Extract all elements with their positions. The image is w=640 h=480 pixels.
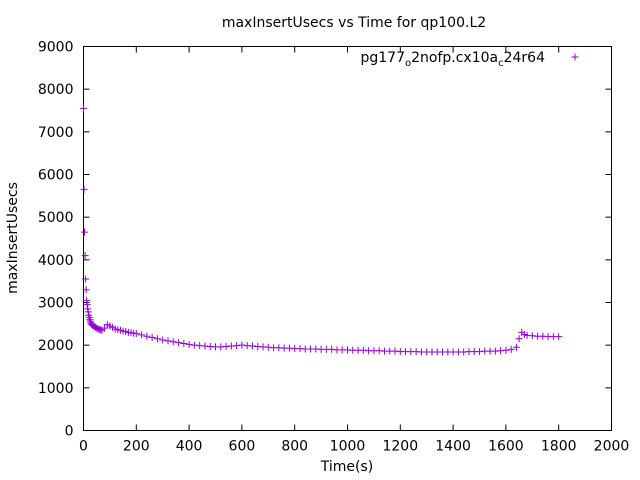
- data-point: [132, 330, 140, 338]
- data-point: [138, 331, 146, 339]
- data-point: [83, 301, 91, 309]
- data-point: [86, 317, 94, 325]
- data-point: [80, 104, 87, 112]
- data-point: [84, 305, 92, 313]
- plot-frame: [83, 46, 612, 431]
- legend-label-part-3: 24r64: [504, 50, 545, 66]
- x-tick-label: 200: [123, 439, 150, 455]
- legend-label-part-1: pg177: [360, 50, 405, 66]
- x-tick-label: 1600: [488, 439, 524, 455]
- data-point: [555, 333, 563, 341]
- x-tick-label: 1000: [330, 439, 366, 455]
- data-point: [143, 332, 151, 340]
- data-point: [82, 275, 90, 283]
- x-tick-label: 400: [176, 439, 203, 455]
- data-point: [159, 336, 167, 344]
- data-point: [180, 339, 188, 347]
- y-tick-label: 2000: [38, 338, 74, 354]
- y-tick-label: 7000: [38, 125, 74, 141]
- legend-label-sub-2: c: [498, 58, 504, 69]
- y-tick-label: 5000: [38, 210, 74, 226]
- chart-title: maxInsertUsecs vs Time for qp100.L2: [222, 15, 486, 31]
- data-point: [515, 335, 523, 343]
- data-point: [81, 228, 89, 236]
- legend-label-sub-1: o: [405, 58, 411, 69]
- x-tick-label: 800: [281, 439, 308, 455]
- x-tick-label: 1800: [541, 439, 577, 455]
- x-axis-label: Time(s): [320, 459, 373, 475]
- y-tick-label: 1000: [38, 381, 74, 397]
- data-point: [82, 286, 90, 294]
- x-tick-label: 2000: [594, 439, 630, 455]
- data-point: [86, 316, 94, 324]
- legend-label-part-2: 2nofp.cx10a: [411, 50, 498, 66]
- y-tick-label: 0: [65, 424, 74, 440]
- y-tick-label: 6000: [38, 168, 74, 184]
- data-point: [148, 333, 156, 341]
- x-tick-label: 600: [229, 439, 256, 455]
- data-point: [169, 338, 177, 346]
- axis-ticks: 0 200 400 600 800 1000 1200 1400 1600 1800 2000 0 10…: [38, 40, 629, 455]
- y-tick-label: 9000: [38, 40, 74, 56]
- data-point: [502, 346, 510, 354]
- data-point: [175, 339, 183, 347]
- data-point: [507, 345, 515, 353]
- x-tick-label: 1400: [435, 439, 471, 455]
- legend-label: pg177o2nofp.cx10ac24r64: [360, 50, 545, 69]
- y-tick-label: 8000: [38, 82, 74, 98]
- y-tick-label: 4000: [38, 253, 74, 269]
- series-points: [80, 104, 563, 356]
- data-point: [80, 185, 88, 193]
- y-tick-label: 3000: [38, 296, 74, 312]
- data-point: [512, 343, 520, 351]
- data-point: [84, 308, 92, 316]
- x-tick-label: 1200: [382, 439, 418, 455]
- x-tick-label: 0: [79, 439, 88, 455]
- data-point: [153, 335, 161, 343]
- data-point: [81, 252, 89, 260]
- legend-marker: [571, 53, 579, 61]
- legend-marker-symbol: [571, 53, 579, 61]
- y-axis-label: maxInsertUsecs: [5, 182, 21, 294]
- data-point: [83, 296, 91, 304]
- data-point: [185, 340, 193, 348]
- legend: pg177o2nofp.cx10ac24r64: [360, 50, 579, 69]
- data-point: [164, 337, 172, 345]
